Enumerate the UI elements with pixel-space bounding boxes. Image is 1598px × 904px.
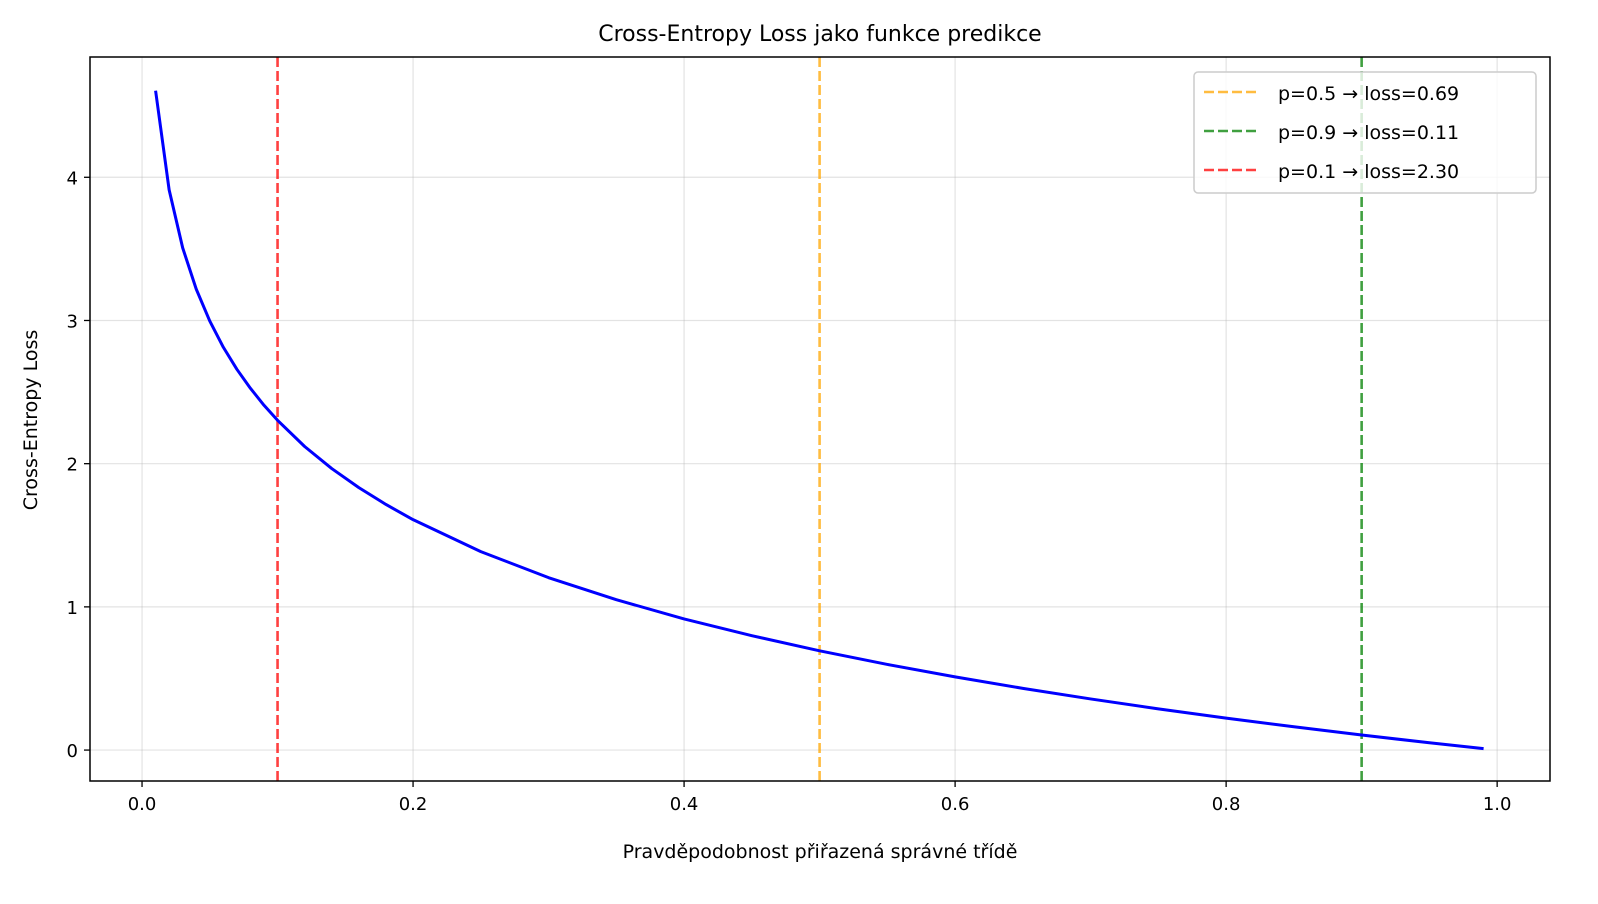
x-axis-ticks: 0.0 0.2 0.4 0.6 0.8 1.0 <box>128 781 1512 815</box>
x-tick-label: 0.2 <box>399 794 428 815</box>
y-axis-ticks: 0 1 2 3 4 <box>67 168 90 762</box>
x-tick-label: 0.4 <box>670 794 699 815</box>
legend-label: p=0.5 → loss=0.69 <box>1278 83 1459 105</box>
y-tick-label: 0 <box>67 741 78 762</box>
y-tick-label: 1 <box>67 598 78 619</box>
legend-label: p=0.9 → loss=0.11 <box>1278 122 1459 144</box>
y-tick-label: 3 <box>67 311 78 332</box>
plot-area-frame <box>89 56 1551 782</box>
x-tick-label: 1.0 <box>1483 794 1512 815</box>
legend-box <box>1193 71 1537 194</box>
x-tick-label: 0.8 <box>1212 794 1241 815</box>
y-tick-label: 4 <box>67 168 78 189</box>
legend: p=0.5 → loss=0.69 p=0.9 → loss=0.11 p=0.1 … <box>1193 71 1537 194</box>
chart-title: Cross-Entropy Loss jako funkce predikce <box>598 22 1041 47</box>
y-axis-label: Cross-Entropy Loss <box>20 330 42 510</box>
loss-curve <box>154 90 1484 751</box>
x-tick-label: 0.0 <box>128 794 157 815</box>
x-tick-label: 0.6 <box>941 794 970 815</box>
x-axis-label: Pravděpodobnost přiřazená správné třídě <box>623 841 1018 863</box>
y-tick-label: 2 <box>67 455 78 476</box>
legend-label: p=0.1 → loss=2.30 <box>1278 161 1459 183</box>
